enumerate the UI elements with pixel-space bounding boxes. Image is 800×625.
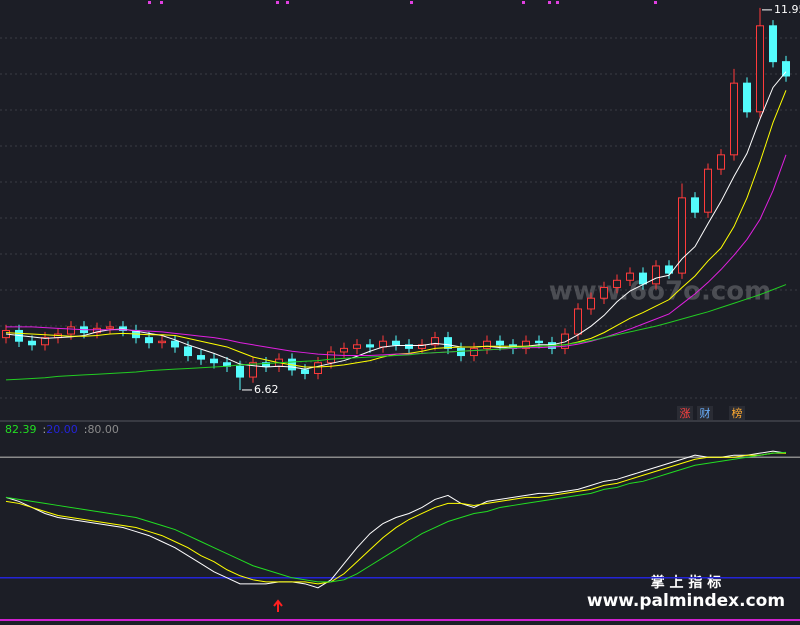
candle-body [67, 326, 75, 335]
candle-body [483, 340, 491, 349]
candle-body [392, 340, 400, 346]
candle-body [678, 197, 686, 274]
candle-body [197, 355, 205, 360]
candle-body [561, 333, 569, 349]
candle-body [340, 347, 348, 353]
footer-url: www.palmindex.com [587, 591, 785, 611]
candle-body [93, 327, 101, 334]
candle-body [587, 297, 595, 310]
candle-body [639, 272, 647, 285]
candle-body [106, 326, 114, 329]
candle-body [379, 340, 387, 348]
low-label: 6.62 [254, 383, 279, 396]
candle-body [730, 82, 738, 156]
level-label: 80.00 [87, 423, 119, 436]
signal-arrow [273, 599, 283, 612]
candle-body [28, 340, 36, 346]
candle-body [184, 346, 192, 357]
high-label: 11.95 [774, 3, 800, 16]
candle-body [405, 344, 413, 349]
candle-body [431, 337, 439, 346]
candle-body [41, 337, 49, 346]
candle-body [171, 340, 179, 348]
candle-body [236, 365, 244, 378]
candle-body [652, 265, 660, 285]
footer-title: 掌 上 指 标 [651, 574, 722, 591]
separator: : [43, 423, 47, 436]
candle-body [457, 347, 465, 357]
candle-body [574, 308, 582, 335]
separator: : [84, 423, 88, 436]
button[interactable]: 榜 [732, 406, 743, 420]
indicator-line [5, 450, 787, 589]
button-bg [729, 406, 745, 420]
candle-body [366, 344, 374, 348]
candle-body [327, 351, 335, 364]
candle-body [145, 337, 153, 344]
candle-body [704, 168, 712, 213]
indicator-line [5, 452, 786, 585]
indicator-value: 82.39 [5, 423, 37, 436]
candle-body [353, 344, 361, 349]
candle-body [756, 25, 764, 113]
candle-body [600, 286, 608, 299]
button-bg [697, 406, 713, 420]
candle-body [769, 25, 777, 63]
button[interactable]: 涨 [680, 407, 691, 420]
candle-body [626, 272, 634, 281]
candle-body [613, 279, 621, 288]
candle-body [444, 337, 452, 349]
indicator-line [5, 451, 787, 583]
candle-body [470, 347, 478, 357]
candle-body [314, 362, 322, 374]
ma-line [6, 154, 787, 357]
candle-body [262, 362, 270, 367]
button-bg [677, 406, 693, 420]
candle-body [210, 358, 218, 364]
candle-body [782, 61, 790, 77]
candle-body [496, 340, 504, 346]
candle-body [418, 344, 426, 349]
candle-body [717, 154, 725, 170]
candle-body [249, 362, 257, 378]
indicator-header: 82.39:20.00:80.00 [5, 423, 119, 436]
button[interactable]: 财 [700, 406, 711, 420]
candle-body [535, 340, 543, 344]
candle-body [522, 340, 530, 349]
ma-line [5, 284, 787, 381]
level-label: 20.00 [46, 423, 78, 436]
candle-body [691, 197, 699, 213]
top-markers [148, 1, 657, 4]
candle-body [301, 369, 309, 374]
ma-line [5, 71, 787, 370]
candle-body [665, 265, 673, 274]
candle-body [743, 82, 751, 113]
candle-body [158, 340, 166, 344]
